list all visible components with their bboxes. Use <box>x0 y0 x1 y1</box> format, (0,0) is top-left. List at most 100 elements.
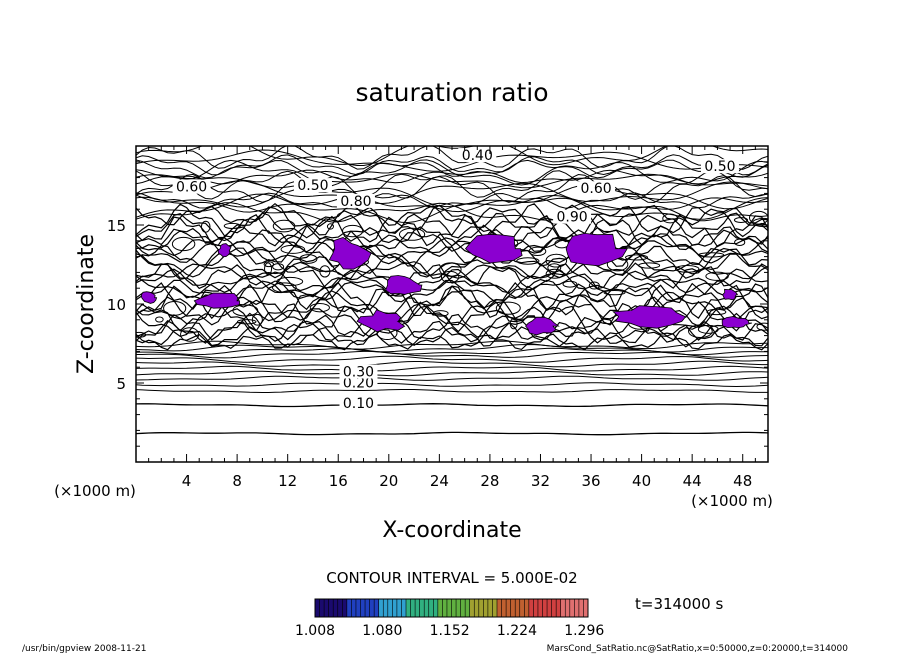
contour-label: 0.30 <box>343 365 374 381</box>
contour-cell <box>545 268 564 279</box>
contour-label: 0.50 <box>704 159 735 175</box>
colorbar-tick-label: 1.008 <box>295 623 335 639</box>
x-tick-label: 24 <box>430 472 449 490</box>
contour-line <box>136 355 768 363</box>
contour-line <box>136 159 768 179</box>
x-unit-right: (×1000 m) <box>691 492 773 510</box>
contour-cell <box>276 276 304 287</box>
contour-line <box>136 196 768 213</box>
colorbar-stripe <box>574 599 580 617</box>
colorbar-stripe <box>460 599 466 617</box>
colorbar-stripe <box>437 599 443 617</box>
contour-cell <box>706 308 727 316</box>
contour-cell <box>698 252 725 258</box>
colorbar-stripe <box>424 599 430 617</box>
contour-line <box>136 403 768 408</box>
contour-cell <box>545 253 568 268</box>
contour-label-bg <box>458 148 497 163</box>
contour-cell <box>272 263 285 271</box>
contour-line <box>136 382 768 388</box>
colorbar-frame <box>314 598 589 618</box>
contour-cell <box>342 224 364 238</box>
contour-line <box>136 229 768 253</box>
x-tick-label: 48 <box>733 472 752 490</box>
x-tick-label: 4 <box>182 472 192 490</box>
contour-label: 0.80 <box>340 194 371 210</box>
x-unit-left: (×1000 m) <box>54 482 136 500</box>
colorbar-stripe <box>351 599 357 617</box>
contour-line <box>136 375 768 381</box>
contour-line <box>136 159 768 187</box>
colorbar-tick-label: 1.152 <box>430 623 470 639</box>
colorbar <box>314 599 589 617</box>
colorbar-stripe <box>410 599 416 617</box>
footer-right: MarsCond_SatRatio.nc@SatRatio,x=0:50000,… <box>547 644 849 654</box>
contour-cell <box>236 319 257 325</box>
supersaturated-region <box>464 233 523 264</box>
colorbar-stripe <box>319 599 325 617</box>
colorbar-stripe <box>333 599 339 617</box>
colorbar-stripe <box>528 599 534 617</box>
colorbar-stripe <box>365 599 371 617</box>
contour-cell <box>171 236 196 252</box>
x-tick-label: 32 <box>531 472 550 490</box>
contour-label-bg <box>293 178 332 193</box>
contour-cell <box>264 262 273 276</box>
contour-line <box>136 237 768 265</box>
contour-cell <box>271 282 297 293</box>
contour-line <box>136 169 768 185</box>
contour-cell <box>749 210 768 225</box>
colorbar-stripe <box>583 599 589 617</box>
colorbar-stripe <box>465 599 471 617</box>
contour-cell <box>432 310 449 317</box>
contour-cell <box>319 265 331 278</box>
contour-label-bg <box>172 179 211 194</box>
contour-line <box>136 180 768 205</box>
x-tick-label: 16 <box>329 472 348 490</box>
x-tick-label: 28 <box>480 472 499 490</box>
colorbar-stripe <box>406 599 412 617</box>
contour-line <box>136 360 768 368</box>
colorbar-stripe <box>415 599 421 617</box>
colorbar-stripe <box>396 599 402 617</box>
contour-line <box>136 305 768 338</box>
colorbar-tick-label: 1.296 <box>564 623 604 639</box>
contour-label-bg <box>553 209 592 224</box>
contour-cell <box>398 227 426 241</box>
contour-line <box>136 281 768 311</box>
contour-label: 0.60 <box>176 180 207 196</box>
colorbar-stripe <box>533 599 539 617</box>
contour-line <box>136 268 768 294</box>
footer-left: /usr/bin/gpview 2008-11-21 <box>22 644 146 654</box>
colorbar-stripe <box>383 599 389 617</box>
colorbar-stripe <box>483 599 489 617</box>
contour-cell <box>495 301 521 315</box>
colorbar-stripe <box>556 599 562 617</box>
contour-cell <box>756 322 768 331</box>
colorbar-stripe <box>547 599 553 617</box>
contour-label-bg <box>339 396 378 411</box>
x-tick-label: 12 <box>278 472 297 490</box>
contour-lines <box>136 146 768 436</box>
x-tick-label: 20 <box>379 472 398 490</box>
supersaturated-region <box>356 309 406 333</box>
supersaturated-region <box>721 316 753 329</box>
colorbar-stripe <box>387 599 393 617</box>
contour-cell <box>624 254 649 261</box>
supersaturated-region <box>140 291 158 304</box>
contour-line <box>136 149 768 172</box>
contour-cell <box>299 254 318 264</box>
colorbar-stripe <box>542 599 548 617</box>
contour-label: 0.50 <box>297 178 328 194</box>
contour-cell <box>223 222 241 230</box>
colorbar-stripe <box>456 599 462 617</box>
colorbar-stripe <box>515 599 521 617</box>
contour-line <box>136 184 768 210</box>
contour-line <box>136 202 768 238</box>
y-axis-label: Z-coordinate <box>74 234 99 374</box>
supersaturated-region <box>612 305 687 329</box>
colorbar-stripe <box>392 599 398 617</box>
contour-line <box>136 252 768 280</box>
contour-cell <box>734 238 746 247</box>
